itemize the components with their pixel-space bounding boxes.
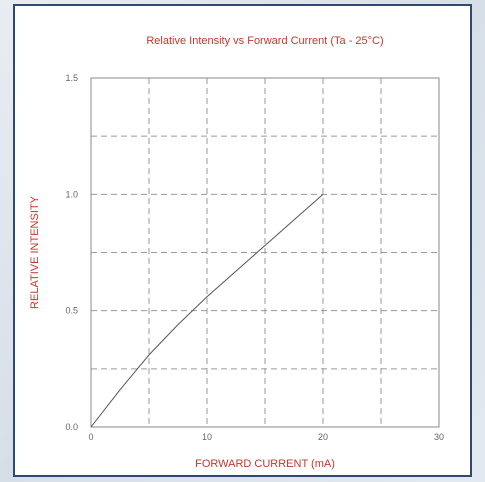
y-tick-label: 0.5	[65, 306, 78, 316]
grid	[91, 78, 439, 427]
y-tick-label: 1.5	[65, 73, 78, 83]
series	[90, 193, 324, 428]
x-tick-label: 10	[202, 432, 212, 442]
y-tick-label: 0.0	[65, 422, 78, 432]
tick-labels: 0 10 20 30 0.0 0.5 1.0 1.5	[65, 73, 444, 442]
plot-frame	[90, 77, 440, 428]
x-axis-label: FORWARD CURRENT (mA)	[195, 458, 335, 470]
chart-title: Relative Intensity vs Forward Current (T…	[146, 35, 383, 47]
x-tick-label: 20	[318, 432, 328, 442]
x-tick-label: 0	[88, 432, 93, 442]
x-tick-label: 30	[434, 432, 444, 442]
chart-panel	[13, 4, 472, 477]
y-tick-label: 1.0	[65, 189, 78, 199]
y-axis-label: RELATIVE INTENSITY	[29, 195, 41, 309]
series-line	[90, 193, 324, 428]
